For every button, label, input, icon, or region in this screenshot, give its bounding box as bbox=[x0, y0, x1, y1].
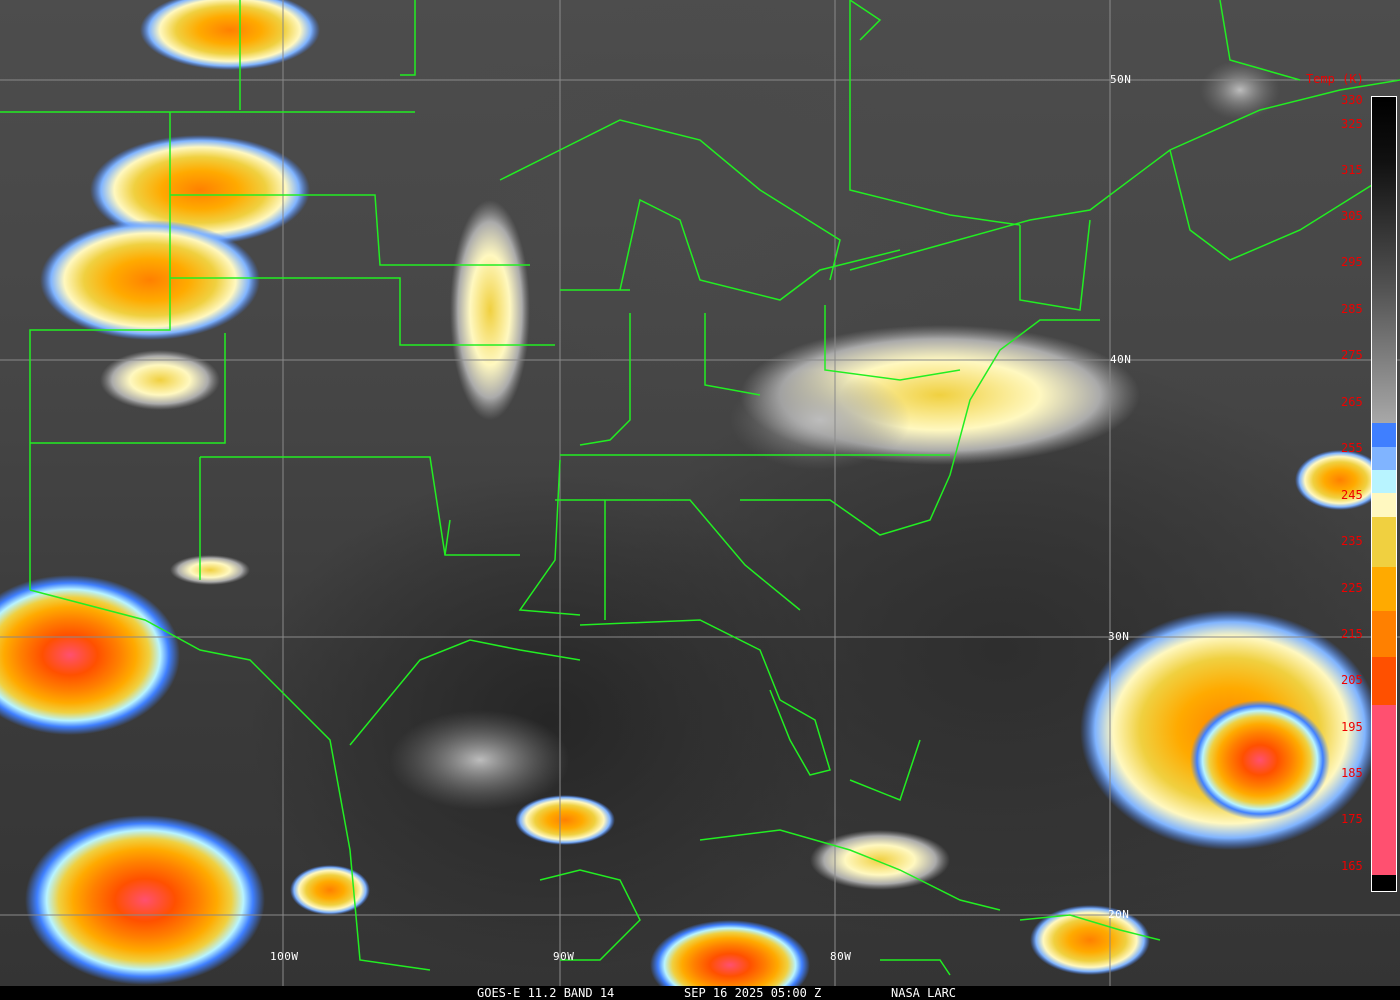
colorbar-pink-segment bbox=[1372, 705, 1396, 875]
colorbar-orange-segment bbox=[1372, 611, 1396, 657]
colorbar-tick-label: 330 bbox=[1341, 93, 1363, 107]
lat-label-40n: 40N bbox=[1110, 353, 1132, 366]
colorbar-red-orange-segment bbox=[1372, 657, 1396, 705]
lat-label-50n: 50N bbox=[1110, 73, 1132, 86]
colorbar-yellow-segment bbox=[1372, 517, 1396, 567]
political-boundaries bbox=[0, 0, 1400, 976]
temperature-colorbar bbox=[1371, 96, 1397, 892]
colorbar-cream-segment bbox=[1372, 493, 1396, 517]
caption-datetime: SEP 16 2025 05:00 Z bbox=[684, 986, 822, 1000]
image-caption-bar: GOES-E 11.2 BAND 14 SEP 16 2025 05:00 Z … bbox=[0, 986, 1400, 1000]
colorbar-tick-label: 175 bbox=[1341, 812, 1363, 826]
caption-source: NASA LARC bbox=[891, 986, 957, 1000]
colorbar-tick-label: 305 bbox=[1341, 209, 1363, 223]
colorbar-tick-label: 315 bbox=[1341, 163, 1363, 177]
colorbar-tick-label: 265 bbox=[1341, 395, 1363, 409]
lat-label-20n: 20N bbox=[1108, 908, 1130, 921]
lon-label-100w: 100W bbox=[270, 950, 299, 963]
colorbar-tick-label: 215 bbox=[1341, 627, 1363, 641]
colorbar-title: Temp (K) bbox=[1306, 72, 1364, 86]
colorbar-gray-segment bbox=[1372, 97, 1396, 423]
colorbar-tick-label: 165 bbox=[1341, 859, 1363, 873]
colorbar-tick-label: 185 bbox=[1341, 766, 1363, 780]
colorbar-amber-segment bbox=[1372, 567, 1396, 611]
colorbar-tick-label: 245 bbox=[1341, 488, 1363, 502]
colorbar-blue-segment bbox=[1372, 423, 1396, 447]
colorbar-tick-label: 295 bbox=[1341, 255, 1363, 269]
colorbar-tick-label: 275 bbox=[1341, 348, 1363, 362]
colorbar-light-blue-segment bbox=[1372, 447, 1396, 470]
colorbar-tick-label: 225 bbox=[1341, 581, 1363, 595]
lat-label-30n: 30N bbox=[1108, 630, 1130, 643]
colorbar-tick-label: 285 bbox=[1341, 302, 1363, 316]
colorbar-tick-label: 195 bbox=[1341, 720, 1363, 734]
lon-label-80w: 80W bbox=[830, 950, 852, 963]
colorbar-tick-label: 205 bbox=[1341, 673, 1363, 687]
colorbar-tick-label: 235 bbox=[1341, 534, 1363, 548]
colorbar-cyan-segment bbox=[1372, 470, 1396, 493]
lon-label-90w: 90W bbox=[553, 950, 575, 963]
colorbar-tick-label: 255 bbox=[1341, 441, 1363, 455]
caption-satellite: GOES-E 11.2 BAND 14 bbox=[477, 986, 615, 1000]
colorbar-tick-label: 325 bbox=[1341, 117, 1363, 131]
